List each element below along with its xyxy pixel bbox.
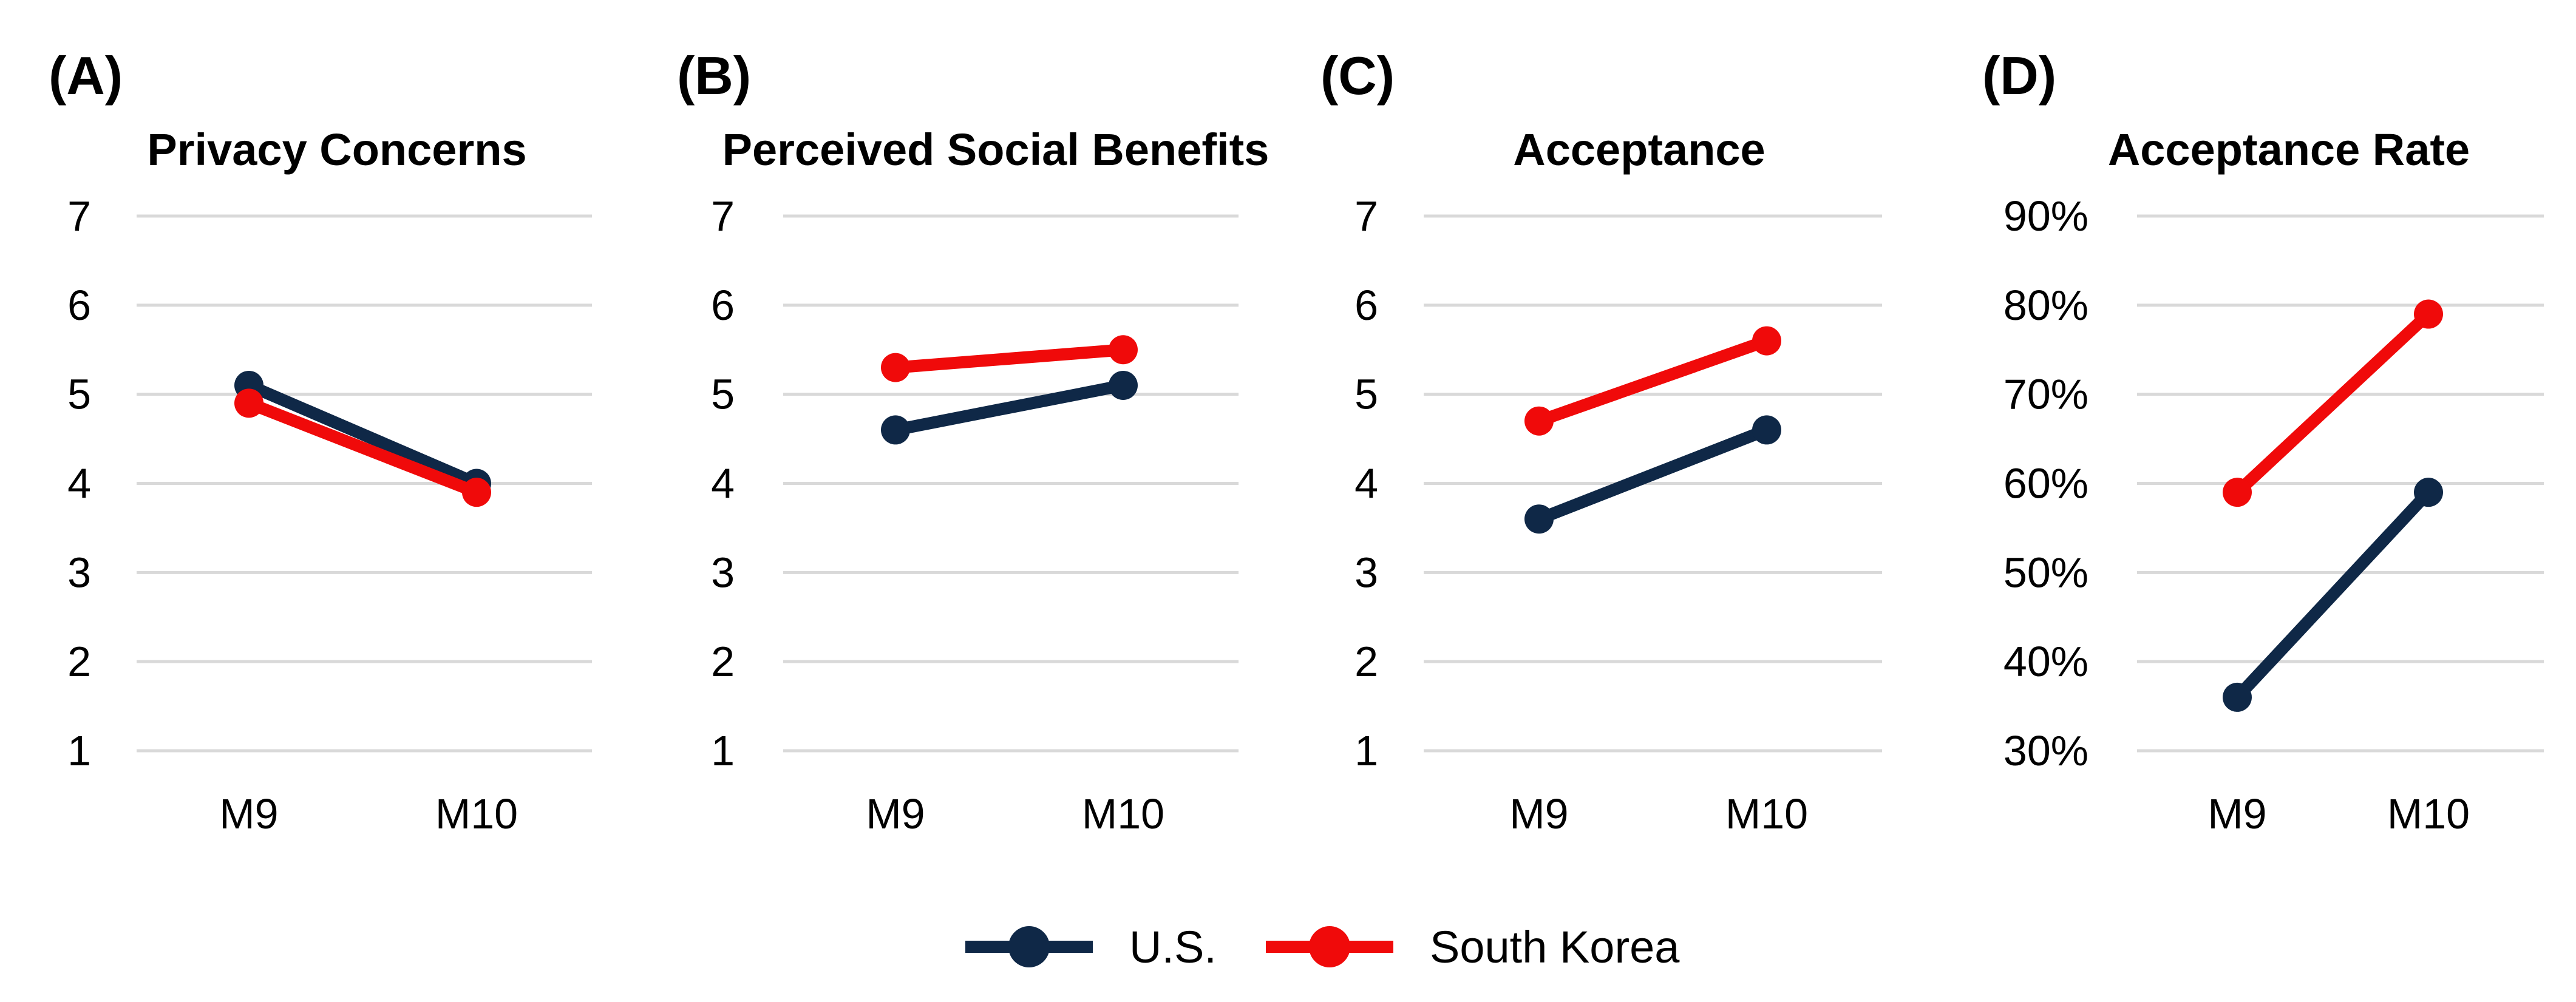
panel-label: (A) <box>49 46 123 106</box>
x-tick-label: M10 <box>2387 790 2470 838</box>
data-point-korea <box>2223 478 2252 507</box>
y-tick-label: 6 <box>67 282 91 329</box>
legend-label-us: U.S. <box>1129 922 1217 972</box>
legend-marker-us <box>1008 926 1050 967</box>
x-tick-label: M9 <box>219 790 278 838</box>
panel-4: (D) Acceptance Rate 30% 40% 50% 60% 70% 80% 90% M… <box>1982 46 2544 838</box>
y-tick-label: 70% <box>2003 371 2088 418</box>
y-tick-label: 90% <box>2003 192 2088 240</box>
x-tick-label: M10 <box>1725 790 1808 838</box>
series-line-korea <box>1533 334 1773 427</box>
y-tick-label: 4 <box>1354 460 1378 507</box>
legend-marker-korea <box>1309 926 1350 967</box>
series-line-us <box>243 379 483 490</box>
y-tick-label: 4 <box>711 460 735 507</box>
y-tick-label: 5 <box>711 371 735 418</box>
y-tick-label: 40% <box>2003 638 2088 685</box>
x-tick-label: M10 <box>435 790 518 838</box>
data-point-us <box>1109 370 1138 400</box>
data-point-korea <box>1524 406 1554 436</box>
y-tick-label: 5 <box>67 371 91 418</box>
x-tick-label: M10 <box>1082 790 1164 838</box>
x-tick-label: M9 <box>866 790 925 838</box>
data-point-korea <box>1752 326 1781 356</box>
panel-3: (C) Acceptance 1 2 3 4 5 6 7 M9 M10 <box>1320 46 1882 838</box>
y-tick-label: 7 <box>67 192 91 240</box>
y-tick-label: 80% <box>2003 282 2088 329</box>
series-line-korea <box>889 344 1129 374</box>
y-tick-label: 4 <box>67 460 91 507</box>
data-point-us <box>2223 682 2252 712</box>
data-point-us <box>2414 478 2443 507</box>
data-point-korea <box>1109 335 1138 365</box>
y-tick-label: 30% <box>2003 727 2088 774</box>
y-tick-label: 6 <box>711 282 735 329</box>
y-tick-label: 1 <box>1354 727 1378 774</box>
y-tick-label: 60% <box>2003 460 2088 507</box>
panel-1: (A) Privacy Concerns 1 2 3 4 5 6 7 M9 M10 <box>49 46 592 838</box>
data-point-korea <box>462 478 491 507</box>
y-tick-label: 1 <box>711 727 735 774</box>
y-tick-label: 7 <box>711 192 735 240</box>
panel-title: Privacy Concerns <box>147 124 526 175</box>
series-line-korea <box>243 397 483 499</box>
y-tick-label: 2 <box>711 638 735 685</box>
y-tick-label: 1 <box>67 727 91 774</box>
y-tick-label: 5 <box>1354 371 1378 418</box>
panel-title: Acceptance <box>1513 124 1765 175</box>
data-point-korea <box>881 353 910 382</box>
data-point-us <box>1752 415 1781 445</box>
series-line-us <box>2231 486 2435 703</box>
data-point-us <box>881 415 910 445</box>
data-point-korea <box>234 388 263 418</box>
y-tick-label: 2 <box>67 638 91 685</box>
y-tick-label: 6 <box>1354 282 1378 329</box>
panel-2: (B) Perceived Social Benefits 1 2 3 4 5 6 7 M9 M10 <box>677 46 1269 838</box>
y-tick-label: 3 <box>1354 549 1378 596</box>
y-tick-label: 2 <box>1354 638 1378 685</box>
series-line-korea <box>2231 308 2435 499</box>
chart-panels: (A) Privacy Concerns 1 2 3 4 5 6 7 M9 M10 (B) Percei… <box>49 46 2544 838</box>
legend: U.S. South Korea <box>965 922 1680 972</box>
panel-label: (B) <box>677 46 751 106</box>
y-tick-label: 7 <box>1354 192 1378 240</box>
data-point-us <box>1524 504 1554 534</box>
legend-label-korea: South Korea <box>1430 922 1680 972</box>
panel-label: (C) <box>1320 46 1395 106</box>
panel-label: (D) <box>1982 46 2056 106</box>
panel-title: Acceptance Rate <box>2108 124 2470 175</box>
x-tick-label: M9 <box>2207 790 2266 838</box>
y-tick-label: 50% <box>2003 549 2088 596</box>
y-tick-label: 3 <box>711 549 735 596</box>
x-tick-label: M9 <box>1509 790 1568 838</box>
panel-title: Perceived Social Benefits <box>722 124 1269 175</box>
series-line-us <box>1533 424 1773 526</box>
y-tick-label: 3 <box>67 549 91 596</box>
series-line-us <box>889 379 1129 436</box>
data-point-korea <box>2414 299 2443 329</box>
